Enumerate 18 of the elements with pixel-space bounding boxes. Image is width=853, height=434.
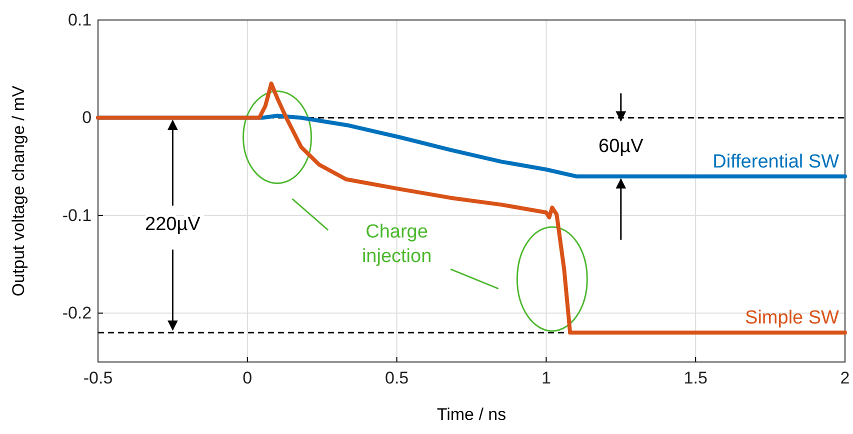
x-tick-label: -0.5 — [83, 368, 113, 388]
annotation: 60µV — [598, 136, 644, 158]
y-tick-label: -0.2 — [62, 304, 92, 323]
annotation: Charge injection — [362, 221, 432, 268]
x-tick-label: 0 — [242, 368, 252, 388]
x-tick-label: 2 — [840, 368, 850, 388]
series-label: Differential SW — [712, 151, 840, 172]
x-tick-label: 1 — [541, 368, 551, 388]
line-series — [96, 82, 847, 335]
series-label: Simple SW — [745, 308, 840, 329]
y-tick-label: 0 — [82, 108, 92, 128]
y-axis-title: Output voltage change / mV — [9, 84, 28, 296]
y-tick-label: 0.1 — [68, 10, 92, 30]
x-tick-label: 0.5 — [384, 368, 409, 388]
annotation: 220µV — [145, 214, 201, 236]
x-tick-label: 1.5 — [684, 368, 708, 388]
y-tick-label: -0.1 — [62, 206, 92, 225]
x-axis-title: Time / ns — [436, 405, 506, 424]
